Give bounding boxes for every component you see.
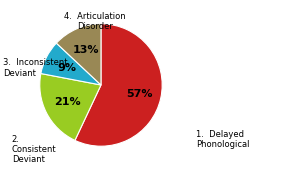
Text: 13%: 13% — [73, 45, 99, 55]
Text: 1.  Delayed
Phonological: 1. Delayed Phonological — [196, 130, 249, 149]
Text: 3.  Inconsistent
Deviant: 3. Inconsistent Deviant — [3, 58, 67, 78]
Text: 2.
Consistent
Deviant: 2. Consistent Deviant — [12, 135, 56, 165]
Wedge shape — [40, 74, 101, 140]
Text: 57%: 57% — [127, 89, 153, 99]
Text: 4.  Articulation
Disorder: 4. Articulation Disorder — [64, 12, 126, 31]
Text: 21%: 21% — [54, 97, 80, 107]
Wedge shape — [56, 24, 101, 85]
Text: 9%: 9% — [58, 63, 77, 73]
Wedge shape — [75, 24, 162, 146]
Wedge shape — [41, 43, 101, 85]
